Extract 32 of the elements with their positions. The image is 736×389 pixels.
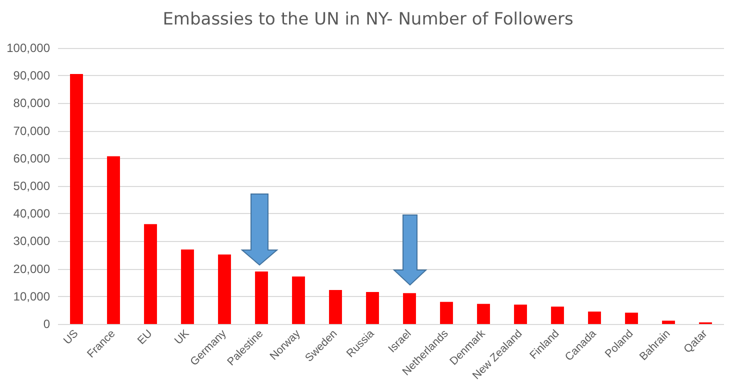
bar	[329, 290, 342, 324]
bar	[292, 276, 305, 324]
y-tick-label: 50,000	[13, 179, 50, 193]
y-tick-label: 80,000	[13, 96, 50, 110]
y-tick-label: 40,000	[13, 206, 50, 221]
bar	[477, 304, 490, 324]
bar	[255, 272, 268, 324]
y-tick-label: 0	[43, 317, 50, 331]
bar	[625, 312, 638, 324]
x-tick-label: EU	[135, 328, 155, 348]
y-tick-label: 90,000	[13, 68, 50, 83]
bar	[662, 320, 675, 324]
bar	[514, 304, 527, 324]
bar	[588, 312, 601, 324]
bar	[144, 224, 157, 324]
y-tick-label: 30,000	[13, 234, 50, 248]
x-tick-label: UK	[172, 327, 192, 348]
bar	[366, 292, 379, 324]
y-tick-label: 70,000	[13, 124, 50, 138]
bar	[181, 249, 194, 324]
bar	[403, 293, 416, 324]
y-tick-label: 60,000	[13, 151, 50, 166]
bar	[551, 306, 564, 324]
bar	[70, 74, 83, 324]
bar	[218, 254, 231, 324]
bar	[107, 156, 120, 324]
x-tick-label: US	[61, 328, 81, 348]
chart-title: Embassies to the UN in NY- Number of Followers	[162, 10, 574, 30]
y-tick-label: 20,000	[13, 262, 50, 276]
y-tick-label: 100,000	[6, 41, 50, 55]
bar	[440, 302, 453, 324]
y-tick-label: 10,000	[13, 289, 50, 304]
